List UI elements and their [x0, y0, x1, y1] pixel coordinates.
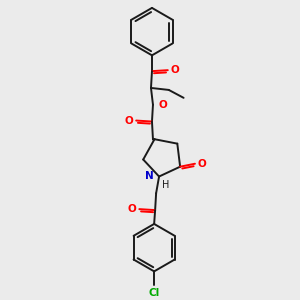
Text: O: O: [198, 159, 207, 169]
Text: H: H: [162, 180, 169, 190]
Text: O: O: [128, 204, 136, 214]
Text: N: N: [146, 170, 154, 181]
Text: O: O: [171, 65, 179, 75]
Text: Cl: Cl: [148, 288, 160, 298]
Text: O: O: [124, 116, 133, 126]
Text: O: O: [159, 100, 168, 110]
